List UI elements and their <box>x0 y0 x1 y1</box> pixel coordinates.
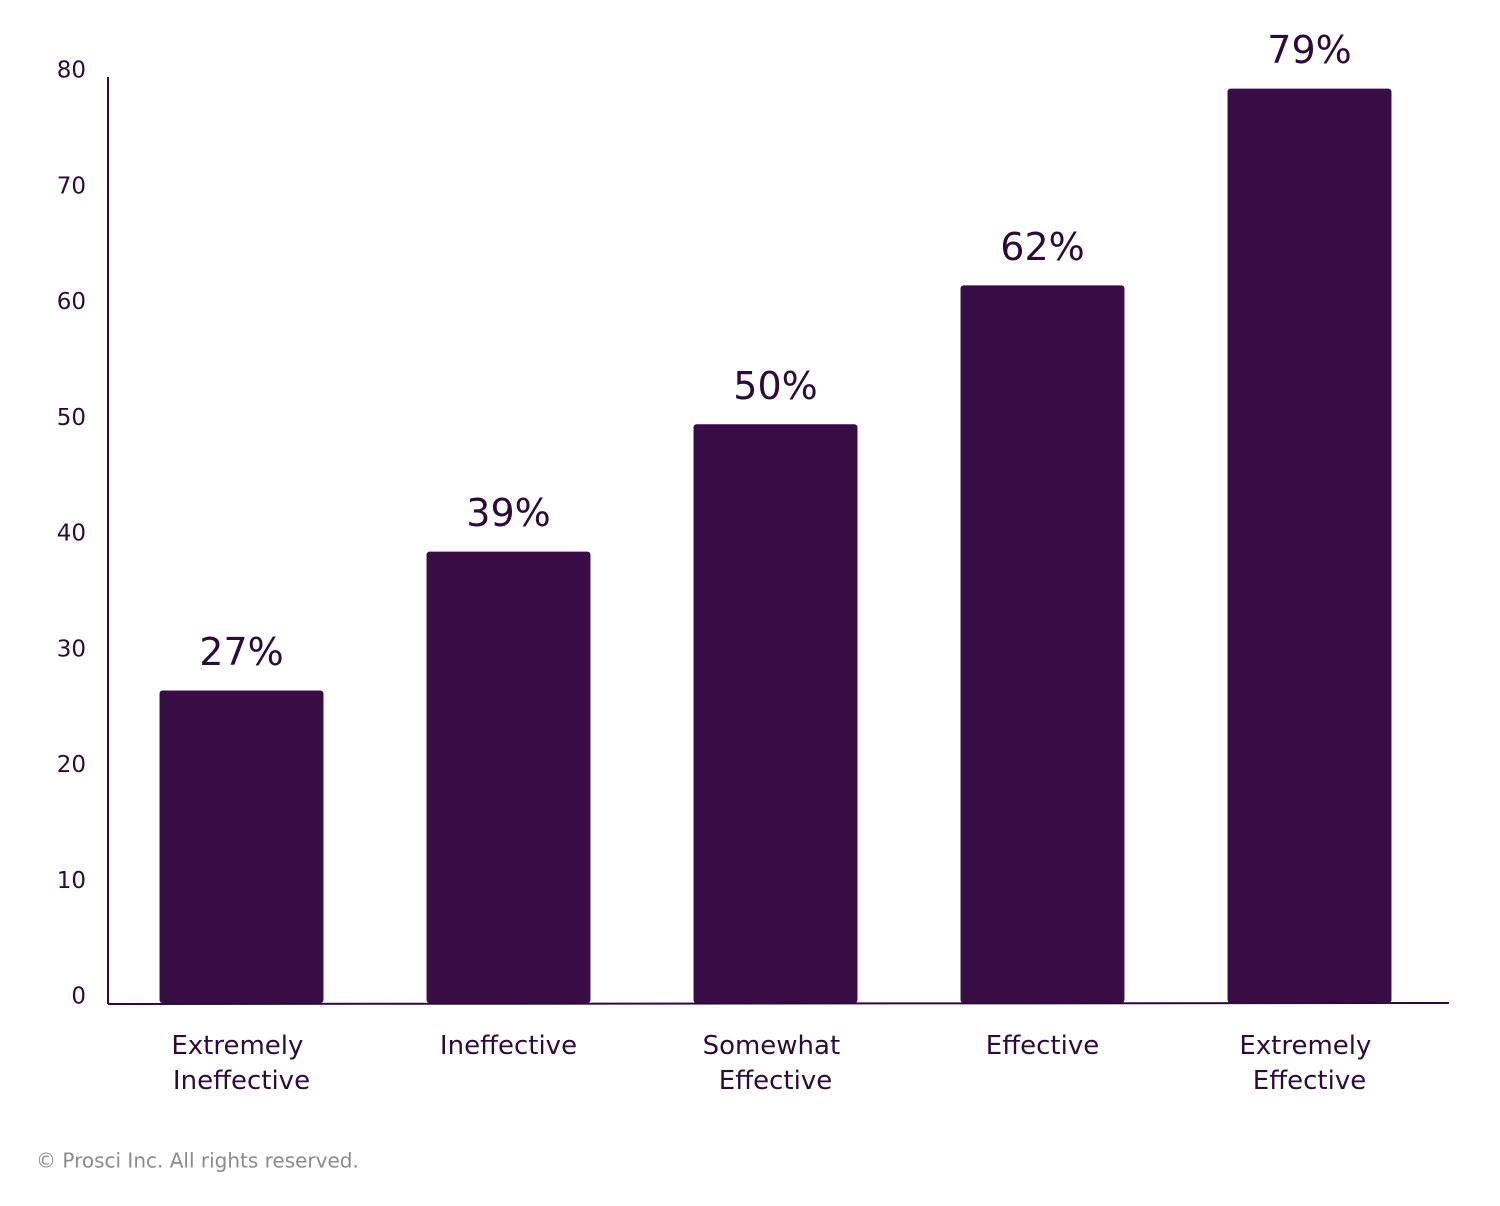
value-label: 50% <box>733 364 817 408</box>
y-tick-label: 0 <box>71 984 86 1010</box>
value-label: 62% <box>1000 225 1084 269</box>
x-tick-label: Extremely Effective <box>1239 1031 1379 1096</box>
footer: © Prosci Inc. All rights reserved. <box>36 1149 359 1173</box>
x-tick-label: Somewhat Effective <box>703 1031 849 1096</box>
x-tick-label: Ineffective <box>440 1031 577 1061</box>
y-tick-label: 10 <box>57 868 86 894</box>
bar <box>159 690 324 1003</box>
y-tick-label: 30 <box>57 636 86 662</box>
y-tick-label: 80 <box>57 58 86 84</box>
y-tick-label: 40 <box>57 521 86 547</box>
bar <box>426 551 591 1003</box>
y-tick-label: 70 <box>57 173 86 199</box>
value-label: 79% <box>1267 28 1351 72</box>
bar <box>693 424 858 1003</box>
bar <box>960 285 1125 1004</box>
y-tick-label: 50 <box>57 405 86 431</box>
y-tick-label: 20 <box>57 752 86 778</box>
x-tick-label: Extremely Ineffective <box>171 1031 311 1096</box>
y-tick-label: 60 <box>57 289 86 315</box>
bar <box>1227 88 1392 1003</box>
value-label: 27% <box>199 630 283 674</box>
value-label: 39% <box>466 491 550 535</box>
x-axis <box>107 1002 1450 1005</box>
x-tick-label: Effective <box>986 1031 1099 1061</box>
